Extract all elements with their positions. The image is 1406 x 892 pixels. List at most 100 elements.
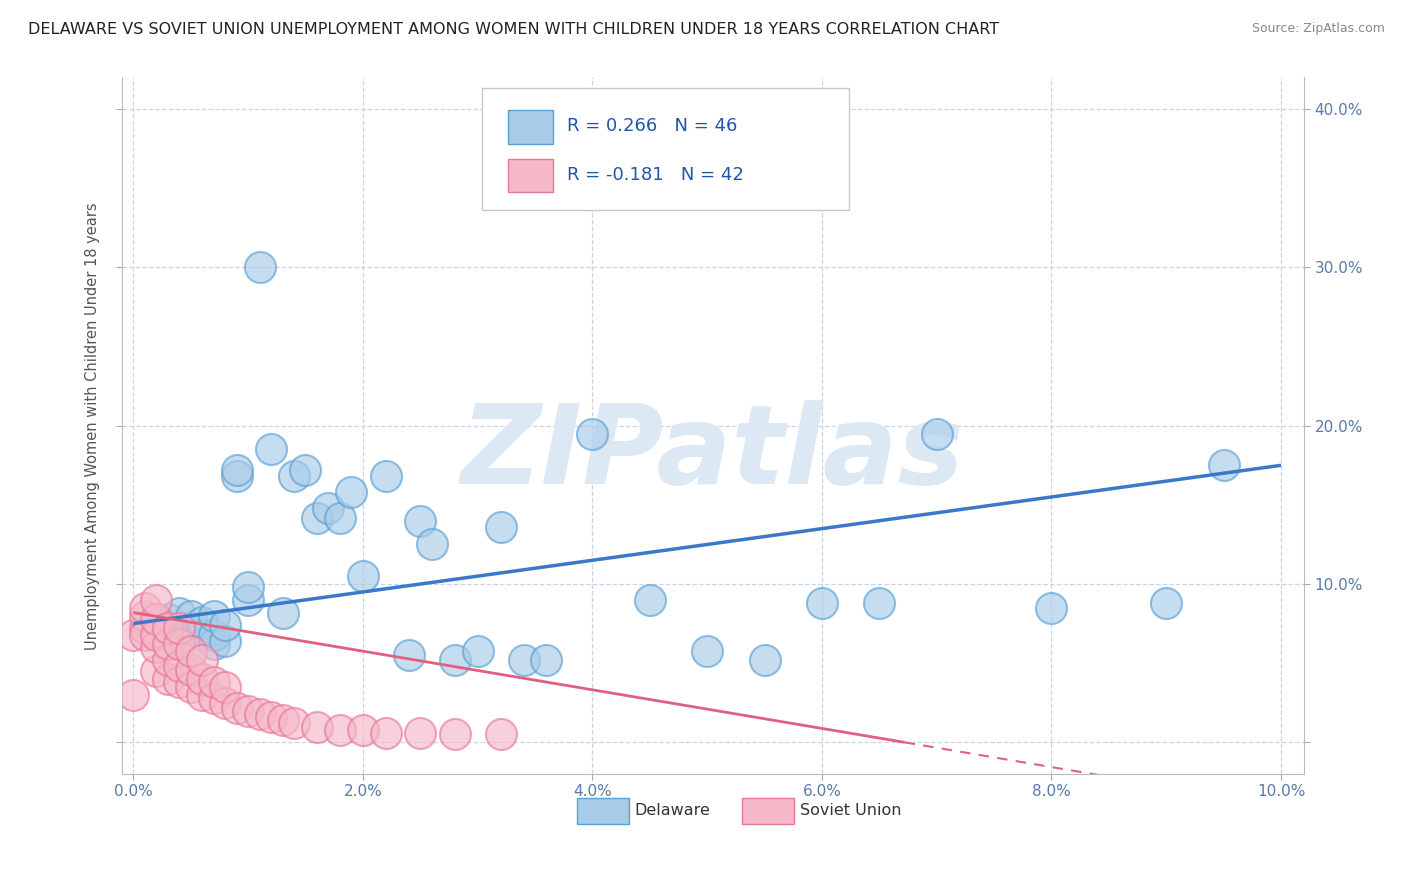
Text: Source: ZipAtlas.com: Source: ZipAtlas.com	[1251, 22, 1385, 36]
Point	[374, 726, 396, 740]
Point	[180, 621, 202, 635]
Point	[191, 615, 214, 629]
Point	[156, 672, 179, 686]
Point	[145, 664, 167, 678]
Point	[134, 621, 156, 635]
Point	[225, 463, 247, 477]
Point	[167, 606, 190, 620]
Point	[236, 704, 259, 718]
Point	[294, 463, 316, 477]
Point	[167, 637, 190, 651]
Point	[191, 688, 214, 702]
Point	[536, 653, 558, 667]
Point	[443, 653, 465, 667]
Point	[925, 426, 948, 441]
Point	[352, 569, 374, 583]
Point	[868, 596, 890, 610]
Point	[214, 696, 236, 710]
Point	[409, 726, 432, 740]
Point	[122, 628, 145, 642]
Point	[167, 675, 190, 690]
Point	[249, 260, 271, 275]
Point	[352, 723, 374, 737]
Point	[202, 637, 225, 651]
Text: Delaware: Delaware	[636, 803, 711, 818]
FancyBboxPatch shape	[742, 797, 794, 824]
Point	[249, 706, 271, 721]
Point	[638, 593, 661, 607]
Point	[283, 716, 305, 731]
Point	[811, 596, 834, 610]
Point	[145, 624, 167, 639]
Point	[318, 501, 340, 516]
Point	[398, 648, 420, 663]
Text: Soviet Union: Soviet Union	[800, 803, 901, 818]
Point	[1040, 600, 1063, 615]
Point	[374, 469, 396, 483]
Point	[156, 612, 179, 626]
Point	[214, 634, 236, 648]
Point	[156, 621, 179, 635]
Point	[236, 580, 259, 594]
Point	[214, 618, 236, 632]
Text: DELAWARE VS SOVIET UNION UNEMPLOYMENT AMONG WOMEN WITH CHILDREN UNDER 18 YEARS C: DELAWARE VS SOVIET UNION UNEMPLOYMENT AM…	[28, 22, 1000, 37]
Point	[122, 688, 145, 702]
Point	[305, 510, 328, 524]
Point	[512, 653, 534, 667]
Point	[202, 691, 225, 706]
Point	[420, 537, 443, 551]
Point	[191, 653, 214, 667]
Point	[134, 608, 156, 623]
Point	[145, 612, 167, 626]
Point	[467, 643, 489, 657]
Point	[167, 621, 190, 635]
Point	[1154, 596, 1177, 610]
Point	[214, 680, 236, 694]
Point	[167, 659, 190, 673]
FancyBboxPatch shape	[509, 159, 554, 193]
Point	[180, 643, 202, 657]
Point	[340, 485, 363, 500]
Point	[202, 628, 225, 642]
Point	[134, 628, 156, 642]
Point	[180, 663, 202, 677]
Text: R = -0.181   N = 42: R = -0.181 N = 42	[568, 166, 744, 184]
Point	[271, 606, 294, 620]
Y-axis label: Unemployment Among Women with Children Under 18 years: Unemployment Among Women with Children U…	[86, 202, 100, 649]
Point	[489, 520, 512, 534]
Point	[202, 608, 225, 623]
Point	[489, 727, 512, 741]
Point	[754, 653, 776, 667]
Point	[329, 510, 352, 524]
Point	[271, 713, 294, 727]
Point	[145, 593, 167, 607]
Point	[225, 469, 247, 483]
Point	[283, 469, 305, 483]
Point	[191, 672, 214, 686]
Point	[202, 675, 225, 690]
Text: R = 0.266   N = 46: R = 0.266 N = 46	[568, 117, 738, 136]
Point	[260, 442, 283, 457]
Point	[167, 632, 190, 647]
Point	[134, 600, 156, 615]
Point	[443, 727, 465, 741]
Point	[145, 640, 167, 655]
Point	[1212, 458, 1234, 473]
Point	[180, 608, 202, 623]
Text: ZIPatlas: ZIPatlas	[461, 401, 965, 507]
Point	[191, 628, 214, 642]
Point	[329, 723, 352, 737]
Point	[145, 628, 167, 642]
Point	[581, 426, 603, 441]
Point	[236, 593, 259, 607]
Point	[260, 710, 283, 724]
Point	[225, 700, 247, 714]
Point	[180, 680, 202, 694]
FancyBboxPatch shape	[576, 797, 628, 824]
FancyBboxPatch shape	[482, 88, 849, 210]
Point	[696, 643, 718, 657]
Point	[156, 653, 179, 667]
Point	[156, 637, 179, 651]
Point	[409, 514, 432, 528]
FancyBboxPatch shape	[509, 111, 554, 144]
